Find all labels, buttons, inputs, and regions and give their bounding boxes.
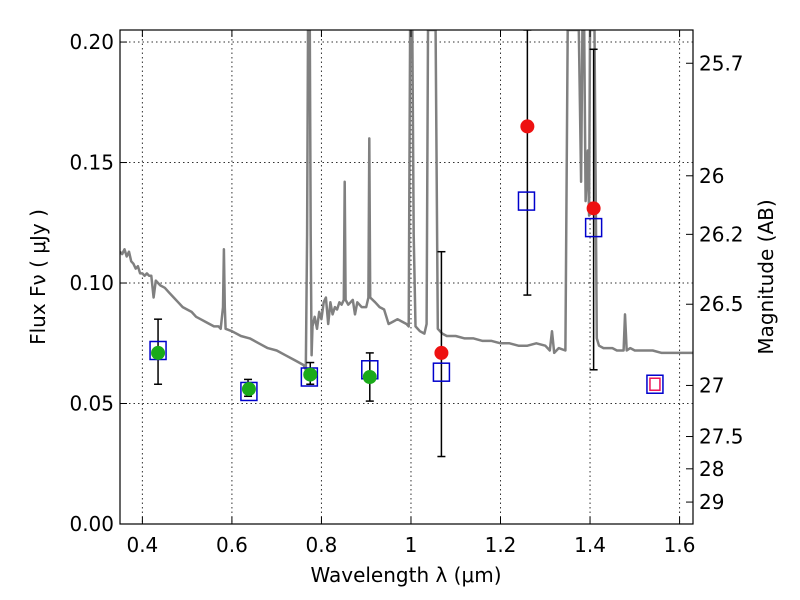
observed-markers [151,119,601,397]
green-observed-point [151,345,166,360]
axis-ticks [120,30,693,525]
x-tick-label: 1.6 [664,533,696,557]
red-observed-point [434,345,449,360]
magnitude-tick-label: 25.7 [699,51,744,75]
x-tick-label: 1.2 [485,533,517,557]
model-square [517,191,536,211]
spectrum-line [120,30,693,372]
y-tick-label: 0.05 [69,392,114,416]
magnitude-tick-label: 27.5 [699,425,744,449]
red-observed-point [520,119,535,134]
magnitude-tick-labels: 25.7 26 26.2 26.5 27 27.5 28 29 [699,51,744,514]
green-observed-point [303,367,318,382]
magnitude-tick-label: 27 [699,373,724,397]
green-observed-point [362,370,377,385]
model-square [584,217,603,238]
x-tick-label: 0.4 [126,533,158,557]
magnitude-tick-label: 29 [699,490,724,514]
y-tick-label: 0.20 [69,30,114,54]
green-observed-point [241,382,256,397]
plot-area [120,30,693,458]
model-square-outer [646,374,664,394]
model-square [432,362,451,382]
x-tick-label: 1.4 [574,533,606,557]
y-axis-label: Flux Fν ( μJy ) [26,209,50,345]
magnitude-tick-label: 26.2 [699,222,744,246]
magnitude-tick-label: 28 [699,457,724,481]
magnitude-tick-label: 26.5 [699,292,744,316]
x-tick-label: 1 [405,533,418,557]
y-tick-label: 0.15 [69,151,114,175]
right-axis-label: Magnitude (AB) [754,199,778,354]
red-model-square [649,377,661,391]
y-tick-label: 0.00 [69,512,114,536]
x-tick-label: 0.6 [216,533,248,557]
magnitude-tick-label: 26 [699,164,724,188]
red-observed-point [586,201,601,216]
y-tick-labels: 0.00 0.05 0.10 0.15 0.20 [69,30,114,536]
plot-frame [119,29,694,525]
x-tick-label: 0.8 [306,533,338,557]
x-axis-label: Wavelength λ (μm) [310,563,501,587]
y-tick-label: 0.10 [69,271,114,295]
x-tick-labels: 0.4 0.6 0.8 1 1.2 1.4 1.6 [126,533,695,557]
